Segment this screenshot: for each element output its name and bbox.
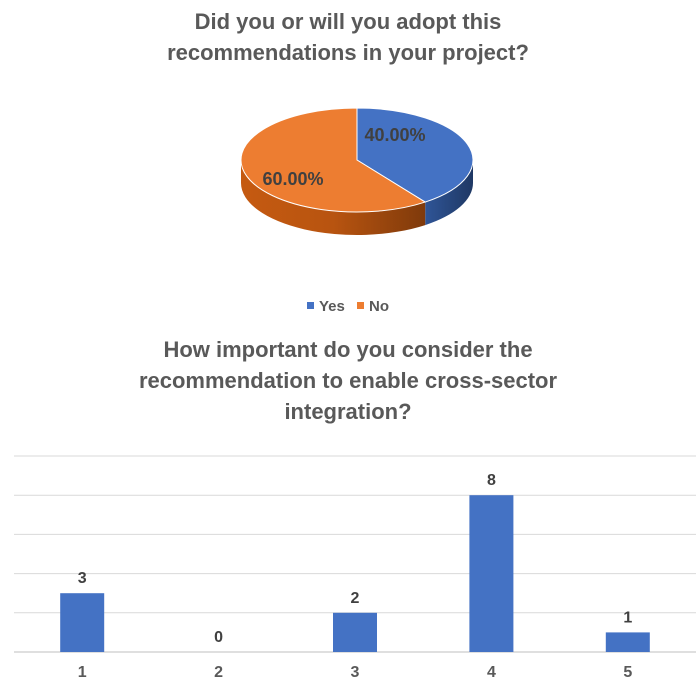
pie-label-no: 60.00%: [262, 169, 323, 189]
pie-legend: Yes No: [0, 298, 696, 315]
legend-swatch-yes: [306, 302, 314, 309]
legend-item-no: No: [357, 298, 389, 315]
bar-chart-title: How important do you consider the recomm…: [0, 334, 696, 427]
x-tick-label-1: 1: [78, 664, 87, 681]
bar-data-label-5: 1: [623, 609, 632, 626]
bar-4: [469, 495, 514, 652]
legend-swatch-no: [357, 302, 365, 309]
pie-slice-no: [240, 107, 427, 213]
pie-slice-yes: [356, 107, 474, 203]
legend-label-yes: Yes: [318, 298, 345, 315]
pie-side-no: [241, 160, 426, 235]
bar-title-line-3: integration?: [284, 399, 412, 424]
pie-chart-title: Did you or will you adopt this recommend…: [0, 6, 696, 68]
pie-title-line-1: Did you or will you adopt this: [194, 9, 502, 34]
x-tick-label-4: 4: [487, 664, 496, 681]
x-tick-label-2: 2: [214, 664, 223, 681]
bar-5: [605, 632, 650, 652]
bar-data-label-1: 3: [78, 570, 87, 587]
bar-3: [333, 612, 377, 652]
pie-title-line-2: recommendations in your project?: [167, 40, 529, 65]
bar-data-label-4: 8: [487, 472, 496, 489]
bar-chart: 3 1 0 2 2 3 8 4 1 5: [14, 455, 696, 681]
bar-title-line-2: recommendation to enable cross-sector: [138, 368, 558, 393]
pie-label-yes: 40.00%: [364, 125, 425, 145]
bar-1: [60, 593, 105, 652]
legend-label-no: No: [369, 298, 390, 315]
x-tick-label-3: 3: [351, 664, 360, 681]
pie-chart: 40.00% 60.00%: [240, 107, 474, 235]
bar-title-line-1: How important do you consider the: [163, 337, 533, 362]
bar-data-label-3: 2: [351, 590, 360, 607]
x-tick-label-5: 5: [623, 664, 632, 681]
pie-side-yes: [425, 160, 473, 226]
legend-item-yes: Yes: [306, 298, 345, 315]
bar-data-label-2: 0: [214, 629, 223, 646]
